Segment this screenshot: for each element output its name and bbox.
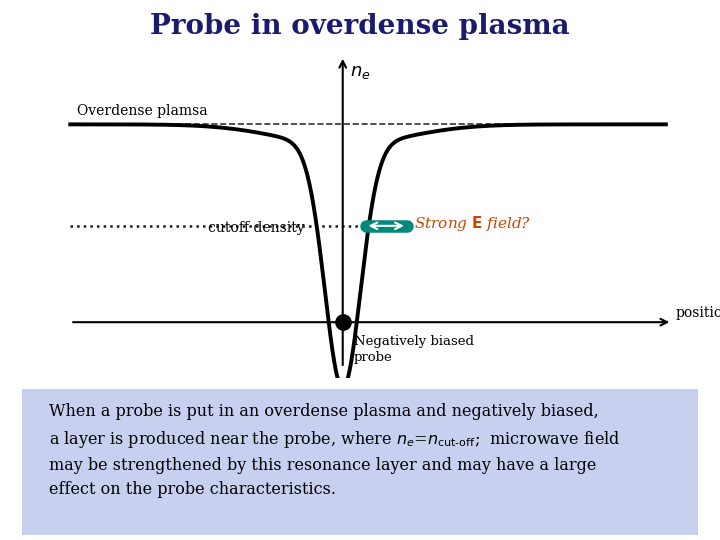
Text: position: position xyxy=(675,306,720,320)
Text: Overdense plamsa: Overdense plamsa xyxy=(76,104,207,118)
Text: $n_e$: $n_e$ xyxy=(351,64,371,82)
Text: Probe in overdense plasma: Probe in overdense plasma xyxy=(150,14,570,40)
Text: Strong $\mathbf{E}$ field?: Strong $\mathbf{E}$ field? xyxy=(415,214,531,233)
Text: cutoff density: cutoff density xyxy=(208,221,305,235)
FancyBboxPatch shape xyxy=(1,386,719,537)
Text: Negatively biased
probe: Negatively biased probe xyxy=(354,335,474,364)
Text: When a probe is put in an overdense plasma and negatively biased,
a layer is pro: When a probe is put in an overdense plas… xyxy=(49,403,620,498)
